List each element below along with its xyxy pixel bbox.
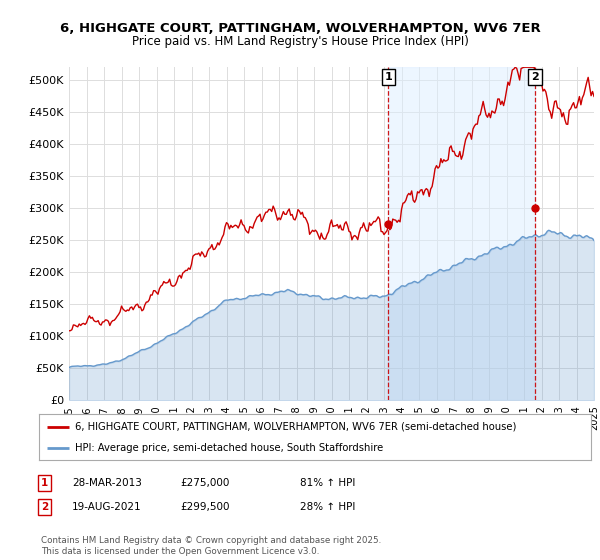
Text: £275,000: £275,000 (180, 478, 229, 488)
Text: 81% ↑ HPI: 81% ↑ HPI (300, 478, 355, 488)
Text: £299,500: £299,500 (180, 502, 229, 512)
Text: 1: 1 (385, 72, 392, 82)
Text: 6, HIGHGATE COURT, PATTINGHAM, WOLVERHAMPTON, WV6 7ER: 6, HIGHGATE COURT, PATTINGHAM, WOLVERHAM… (59, 22, 541, 35)
Bar (388, 67, 535, 400)
Text: 28-MAR-2013: 28-MAR-2013 (72, 478, 142, 488)
Text: 2: 2 (41, 502, 48, 512)
Text: 28% ↑ HPI: 28% ↑ HPI (300, 502, 355, 512)
Text: 6, HIGHGATE COURT, PATTINGHAM, WOLVERHAMPTON, WV6 7ER (semi-detached house): 6, HIGHGATE COURT, PATTINGHAM, WOLVERHAM… (75, 422, 516, 432)
Text: 19-AUG-2021: 19-AUG-2021 (72, 502, 142, 512)
Text: 2: 2 (531, 72, 539, 82)
Text: Contains HM Land Registry data © Crown copyright and database right 2025.
This d: Contains HM Land Registry data © Crown c… (41, 536, 381, 556)
Text: HPI: Average price, semi-detached house, South Staffordshire: HPI: Average price, semi-detached house,… (75, 443, 383, 453)
Text: Price paid vs. HM Land Registry's House Price Index (HPI): Price paid vs. HM Land Registry's House … (131, 35, 469, 48)
Text: 1: 1 (41, 478, 48, 488)
